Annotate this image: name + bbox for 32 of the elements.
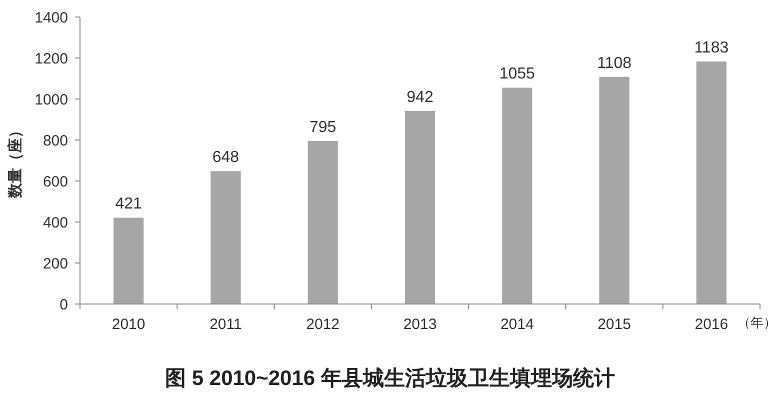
x-tick-label: 2016 xyxy=(694,316,728,333)
y-axis-title: 数量（座） xyxy=(6,123,24,199)
bar xyxy=(599,76,630,304)
text: 图 5 2010~2016 年县城生活垃圾卫生填埋场统计 xyxy=(165,366,615,390)
data-label: 1108 xyxy=(597,54,632,72)
x-tick-label: 2012 xyxy=(306,316,340,333)
bar xyxy=(404,110,436,304)
y-tick-label: 1000 xyxy=(34,91,68,108)
data-label: 942 xyxy=(406,88,434,106)
x-tick-label: 2014 xyxy=(500,316,534,333)
y-tick-label: 1200 xyxy=(34,50,68,68)
y-tick-label: 200 xyxy=(42,255,68,272)
x-tick-label: 2015 xyxy=(598,316,631,333)
bar xyxy=(308,141,338,304)
y-tick-label: 800 xyxy=(42,132,68,150)
y-tick-label: 0 xyxy=(60,296,68,314)
x-tick-label: 2010 xyxy=(112,316,146,333)
x-axis-title: （年） xyxy=(738,315,776,330)
y-tick-label: 600 xyxy=(42,173,68,190)
data-label: 648 xyxy=(212,149,240,166)
x-tick-label: 2013 xyxy=(403,316,437,333)
bar xyxy=(114,218,144,304)
data-label: 1183 xyxy=(694,39,729,56)
x-tick-label: 2011 xyxy=(210,316,242,333)
bar xyxy=(696,61,726,304)
bar xyxy=(502,88,532,304)
y-tick-label: 1400 xyxy=(34,9,68,26)
bar xyxy=(210,171,241,304)
y-tick-label: 400 xyxy=(42,214,68,232)
data-label: 795 xyxy=(310,119,336,136)
data-label: 421 xyxy=(115,196,142,213)
data-label: 1055 xyxy=(499,66,536,83)
